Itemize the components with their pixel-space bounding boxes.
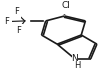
Text: Cl: Cl [61,1,70,10]
Text: F: F [5,17,9,26]
Text: F: F [16,26,21,35]
Text: H: H [74,61,80,70]
Text: F: F [14,7,19,16]
Text: N: N [72,54,78,63]
